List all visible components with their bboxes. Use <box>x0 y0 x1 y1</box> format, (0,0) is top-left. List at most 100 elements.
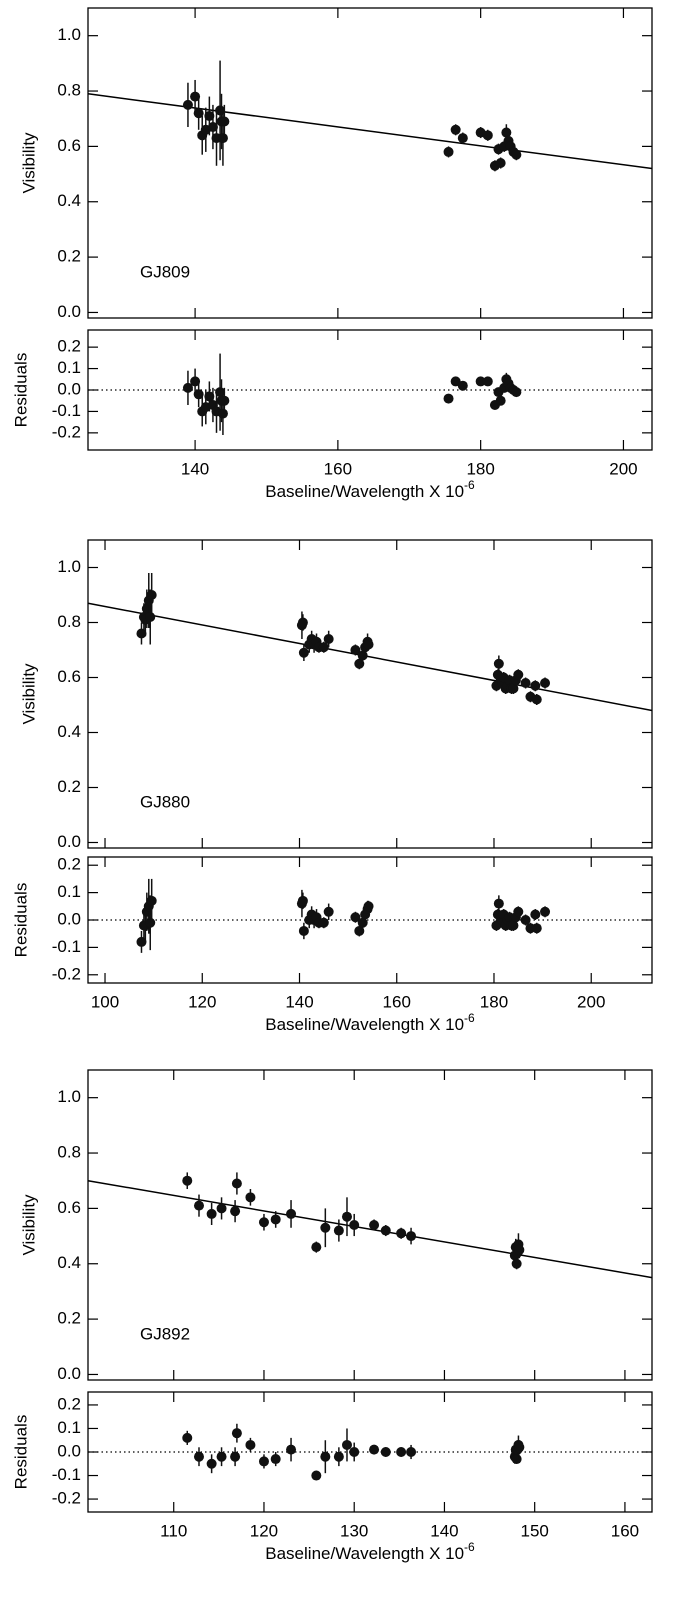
x-tick-label: 130 <box>340 1521 368 1540</box>
data-point <box>341 1211 352 1222</box>
data-point <box>230 1206 241 1217</box>
data-point <box>190 91 201 102</box>
x-axis-label-exponent: -6 <box>464 1011 475 1025</box>
x-tick-label: 120 <box>188 992 216 1011</box>
fit-line <box>87 93 653 170</box>
data-point <box>270 1454 281 1465</box>
data-point <box>350 912 361 923</box>
plot-frame <box>87 539 653 849</box>
data-point <box>311 1242 322 1253</box>
y-tick-label: 1.0 <box>57 25 81 44</box>
data-point <box>219 116 230 127</box>
data-point <box>443 393 454 404</box>
x-tick-label: 200 <box>577 992 605 1011</box>
data-point <box>501 127 512 138</box>
data-point <box>511 1258 522 1269</box>
y-tick-label: 0.2 <box>57 1309 81 1328</box>
data-point <box>406 1447 417 1457</box>
data-point <box>193 1451 204 1462</box>
y-tick-label: 1.0 <box>57 1087 81 1106</box>
data-point <box>495 158 506 168</box>
data-point <box>380 1225 391 1236</box>
data-point <box>207 122 218 133</box>
data-point <box>531 694 542 705</box>
y-tick-label: 0.2 <box>57 855 81 874</box>
data-point <box>511 149 522 160</box>
y-tick-label: 0.0 <box>57 1441 81 1460</box>
y-tick-label: 0.0 <box>57 832 81 851</box>
data-point <box>341 1439 352 1450</box>
data-point <box>380 1447 391 1457</box>
data-point <box>318 642 329 653</box>
y-tick-label: 0.1 <box>57 882 81 901</box>
x-axis-label: Baseline/Wavelength X 10-6 <box>265 478 475 501</box>
y-tick-label: -0.2 <box>52 964 81 983</box>
x-tick-label: 200 <box>609 459 637 478</box>
data-point <box>286 1444 297 1455</box>
y-axis-label: Residuals <box>11 1415 30 1490</box>
data-point <box>270 1214 281 1225</box>
star-name: GJ892 <box>140 1324 190 1343</box>
data-point <box>396 1228 407 1239</box>
y-axis-label: Residuals <box>11 353 30 428</box>
data-point <box>298 647 309 658</box>
x-axis-label: Baseline/Wavelength X 10-6 <box>265 1540 475 1563</box>
y-tick-label: 0.4 <box>57 1253 81 1272</box>
y-axis-label: Visibility <box>19 132 38 194</box>
y-tick-label: 0.6 <box>57 667 81 686</box>
data-point <box>190 376 201 387</box>
data-point <box>145 612 156 622</box>
data-point <box>354 925 365 936</box>
plot-frame <box>87 329 653 451</box>
data-point <box>520 915 531 925</box>
data-point <box>482 376 493 387</box>
data-point <box>511 1454 522 1465</box>
data-point <box>540 678 551 688</box>
data-point <box>513 906 524 917</box>
data-point <box>219 395 230 406</box>
plot-frame <box>87 856 653 984</box>
y-tick-label: 0.0 <box>57 302 81 321</box>
data-point <box>136 936 147 947</box>
data-point <box>231 1428 242 1439</box>
data-point <box>482 130 493 141</box>
data-point <box>493 658 504 669</box>
data-point <box>363 639 374 650</box>
data-point <box>204 391 215 402</box>
data-point <box>354 658 365 669</box>
data-point <box>369 1220 380 1230</box>
data-point <box>349 1447 360 1457</box>
star-name: GJ809 <box>140 262 190 281</box>
data-point <box>297 895 308 906</box>
data-point <box>286 1208 297 1219</box>
y-axis-label: Visibility <box>19 663 38 725</box>
y-axis-label: Visibility <box>19 1194 38 1256</box>
x-tick-label: 100 <box>91 992 119 1011</box>
data-point <box>530 680 541 691</box>
data-point <box>450 124 461 135</box>
data-point <box>258 1217 269 1228</box>
data-point <box>146 590 157 600</box>
data-point <box>182 99 193 110</box>
data-point <box>311 1470 322 1481</box>
data-point <box>508 683 519 694</box>
y-tick-label: 0.2 <box>57 1394 81 1413</box>
data-point <box>508 920 519 931</box>
data-point <box>320 1451 331 1462</box>
data-point <box>457 133 468 144</box>
fit-line <box>87 602 653 712</box>
data-point <box>363 901 374 912</box>
y-tick-label: 1.0 <box>57 557 81 576</box>
x-tick-label: 140 <box>181 459 209 478</box>
data-point <box>443 146 454 157</box>
y-tick-label: 0.2 <box>57 777 81 796</box>
x-axis-label-text: Baseline/Wavelength X 10 <box>265 1015 464 1034</box>
y-tick-label: -0.1 <box>52 401 81 420</box>
data-point <box>333 1451 344 1462</box>
data-point <box>258 1456 269 1467</box>
data-point <box>406 1231 417 1242</box>
x-axis-label: Baseline/Wavelength X 10-6 <box>265 1011 475 1034</box>
data-point <box>231 1178 242 1189</box>
y-tick-label: 0.1 <box>57 1418 81 1437</box>
